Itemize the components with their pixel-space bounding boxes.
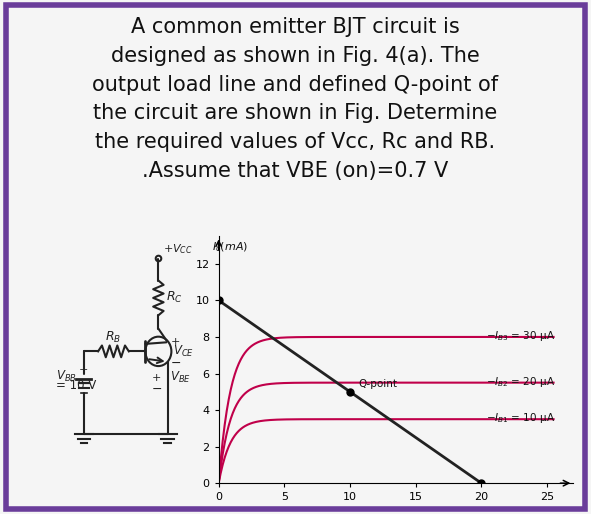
Text: = 10 V: = 10 V [56,379,96,392]
Text: Q-point: Q-point [358,379,397,389]
Text: $R_C$: $R_C$ [166,290,183,305]
Text: $V_{CE}(V)$: $V_{CE}(V)$ [531,512,567,514]
Text: $-$: $-$ [151,381,162,394]
Text: $V_{CE}$: $V_{CE}$ [173,343,194,359]
Text: $+$: $+$ [170,336,180,346]
Text: $-$: $-$ [170,356,181,369]
Text: $V_{BE}$: $V_{BE}$ [170,370,191,385]
Text: $-I_{B1}$ = 10 μA: $-I_{B1}$ = 10 μA [486,411,555,425]
Text: $-I_{B2}$ = 20 μA: $-I_{B2}$ = 20 μA [486,375,555,389]
Text: A common emitter BJT circuit is
designed as shown in Fig. 4(a). The
output load : A common emitter BJT circuit is designed… [92,17,499,181]
Text: $-I_{B3}$ = 30 μA: $-I_{B3}$ = 30 μA [486,329,555,343]
Text: $I_c(mA)$: $I_c(mA)$ [212,240,248,254]
Text: $R_B$: $R_B$ [105,330,122,345]
Text: $V_{BB}$: $V_{BB}$ [56,369,76,383]
Text: $+$: $+$ [151,372,161,383]
Text: $+$: $+$ [78,364,88,375]
Text: $+ V_{CC}$: $+ V_{CC}$ [163,243,193,256]
